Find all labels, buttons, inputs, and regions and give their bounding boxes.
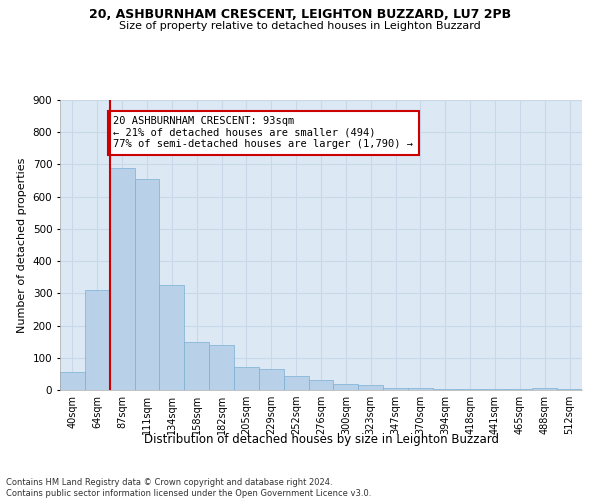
Bar xyxy=(259,369,284,390)
Bar xyxy=(184,342,209,390)
Bar xyxy=(433,389,458,390)
Text: 20, ASHBURNHAM CRESCENT, LEIGHTON BUZZARD, LU7 2PB: 20, ASHBURNHAM CRESCENT, LEIGHTON BUZZAR… xyxy=(89,8,511,20)
Bar xyxy=(85,290,110,390)
Bar xyxy=(110,168,134,390)
Bar xyxy=(308,380,334,390)
Bar xyxy=(358,385,383,390)
Text: Distribution of detached houses by size in Leighton Buzzard: Distribution of detached houses by size … xyxy=(143,432,499,446)
Text: Size of property relative to detached houses in Leighton Buzzard: Size of property relative to detached ho… xyxy=(119,21,481,31)
Bar xyxy=(134,179,160,390)
Bar xyxy=(160,286,184,390)
Bar xyxy=(334,384,358,390)
Text: Contains HM Land Registry data © Crown copyright and database right 2024.
Contai: Contains HM Land Registry data © Crown c… xyxy=(6,478,371,498)
Bar xyxy=(284,376,308,390)
Bar xyxy=(408,388,433,390)
Bar xyxy=(383,388,408,390)
Bar xyxy=(532,388,557,390)
Bar xyxy=(209,345,234,390)
Text: 20 ASHBURNHAM CRESCENT: 93sqm
← 21% of detached houses are smaller (494)
77% of : 20 ASHBURNHAM CRESCENT: 93sqm ← 21% of d… xyxy=(113,116,413,150)
Bar xyxy=(60,372,85,390)
Y-axis label: Number of detached properties: Number of detached properties xyxy=(17,158,27,332)
Bar xyxy=(234,368,259,390)
